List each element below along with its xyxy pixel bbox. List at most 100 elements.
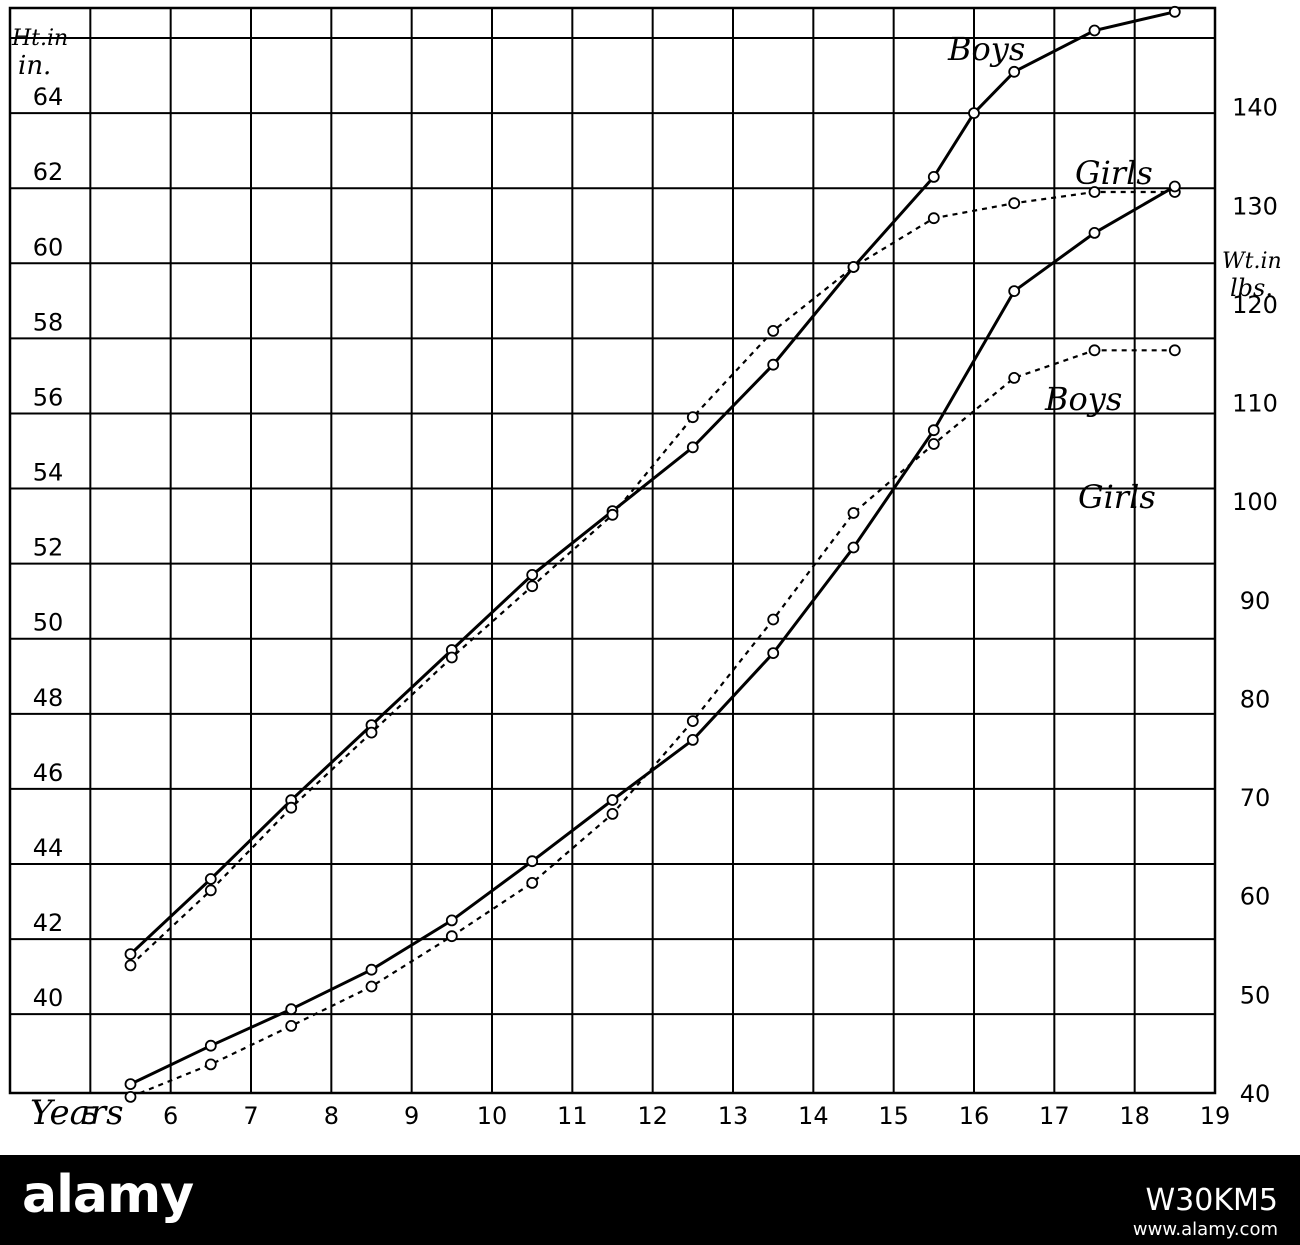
right-tick-label: 60 [1240,883,1271,911]
girls-height-point [606,508,619,521]
girls-height-point [767,324,780,337]
label-girls-height: Girls [1075,154,1153,192]
left-tick-label: 40 [33,984,64,1012]
boys-height-point [204,873,217,885]
girls-height-point [847,261,860,273]
right-tick-label: 80 [1240,685,1271,713]
x-axis-label: Years [30,1093,124,1133]
boys-height-point [1168,5,1181,18]
boys-height-point [1008,65,1021,78]
boys-weight-point [365,963,378,976]
boys-weight-point [847,541,860,554]
boys-weight-point [767,647,780,659]
boys-weight-point [686,734,699,746]
girls-weight-point [365,980,378,993]
x-tick-label: 11 [557,1102,588,1130]
girls-height-point [927,212,940,225]
right-axis-label-line1: Wt.in [1222,249,1282,274]
boys-weight-point [1008,285,1021,298]
right-tick-label: 90 [1240,587,1271,615]
girls-height-point [1088,186,1101,198]
x-tick-label: 13 [718,1102,749,1130]
boys-weight-point [927,424,940,437]
girls-weight-point [927,438,940,450]
left-tick-label: 50 [33,609,64,637]
girls-weight-point [526,877,539,889]
left-tick-label: 58 [33,308,64,336]
boys-weight-point [526,855,539,868]
boys-height-point [686,441,699,454]
left-tick-label: 48 [33,684,64,712]
x-tick-label: 7 [243,1102,258,1130]
right-tick-label: 100 [1232,488,1278,516]
x-tick-label: 5 [83,1102,98,1130]
girls-weight-point [445,930,458,943]
right-tick-label: 140 [1232,94,1278,122]
left-tick-label: 54 [33,459,64,487]
chart-grid [10,8,1215,1093]
girls-weight-line [130,349,1175,1098]
x-tick-label: 9 [404,1102,419,1130]
girls-weight-point [204,1058,217,1071]
left-axis-label-line1: Ht.in [11,26,68,51]
growth-chart: 5 6 7 8 9 10 11 12 13 14 15 16 17 18 19 40 42 44 46 48 50 52 5… [8,5,1282,1133]
series-layer [124,5,1181,1103]
left-tick-label: 42 [33,909,64,937]
boys-weight-point [445,914,458,927]
girls-weight-point [1008,371,1021,384]
tick-layer: 5 6 7 8 9 10 11 12 13 14 15 16 17 18 19404244464850525… [33,83,1278,1130]
x-tick-label: 10 [477,1102,508,1130]
right-tick-label: 110 [1232,390,1278,418]
chart-frame [8,6,1217,1095]
label-boys-weight: Boys [1044,380,1122,418]
boys-height-point [767,358,780,371]
right-tick-label: 40 [1240,1080,1271,1108]
boys-height-point [124,948,137,960]
girls-height-point [686,411,699,424]
girls-weight-point [1168,344,1181,357]
right-tick-label: 120 [1232,291,1278,319]
x-tick-label: 19 [1200,1102,1231,1130]
left-tick-label: 64 [33,83,64,111]
x-tick-label: 14 [798,1102,829,1130]
left-tick-label: 56 [33,383,64,411]
x-tick-label: 15 [878,1102,909,1130]
boys-height-point [968,107,980,119]
watermark-bar: alamy W30KM5 www.alamy.com [0,1155,1300,1245]
right-tick-label: 70 [1240,784,1271,812]
x-tick-label: 17 [1039,1102,1070,1130]
left-axis-label-line2: in. [18,51,51,81]
right-tick-label: 50 [1240,981,1271,1009]
left-tick-label: 46 [33,759,64,787]
stock-url: www.alamy.com [1132,1219,1278,1240]
boys-weight-point [1088,226,1101,239]
x-tick-label: 16 [959,1102,990,1130]
girls-height-point [1008,197,1021,210]
right-axis-label-line2: lbs. [1230,274,1273,302]
x-tick-label: 18 [1119,1102,1150,1130]
label-boys-height: Boys [947,30,1025,68]
girls-height-point [526,580,539,593]
girls-height-point [365,726,378,739]
girls-weight-point [767,613,780,626]
girls-height-point [445,651,458,664]
girls-weight-point [124,1091,137,1103]
x-tick-label: 12 [637,1102,668,1130]
girls-height-line [129,190,1175,967]
boys-height-point [1088,24,1101,37]
x-tick-label: 6 [163,1102,178,1130]
label-girls-weight: Girls [1078,478,1156,516]
left-tick-label: 52 [33,534,64,562]
girls-height-point [204,884,217,897]
boys-height-point [526,569,539,581]
right-tick-label: 130 [1232,192,1278,220]
left-tick-label: 60 [33,233,64,261]
chart-canvas: 5 6 7 8 9 10 11 12 13 14 15 16 17 18 19404244464850525… [8,5,1282,1133]
girls-weight-point [1088,344,1101,357]
girls-weight-point [285,1020,298,1032]
girls-height-point [124,959,137,972]
boys-weight-point [285,1003,298,1016]
boys-weight-point [1168,180,1181,193]
girls-weight-point [686,715,699,727]
boys-weight-line [129,185,1176,1086]
